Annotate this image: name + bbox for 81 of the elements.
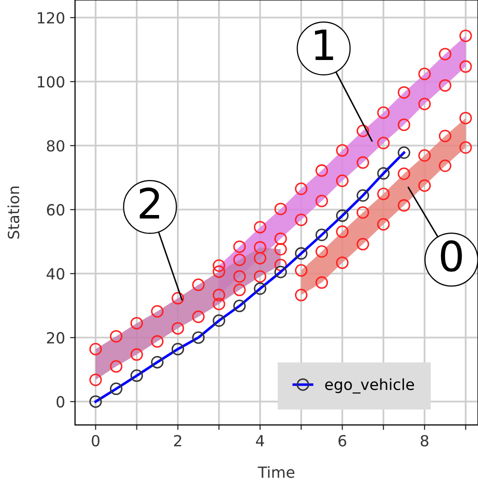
point: [254, 241, 266, 254]
point: [233, 254, 246, 266]
point: [294, 182, 308, 196]
point: [212, 265, 226, 278]
y-tick-label: 40: [46, 268, 64, 280]
point: [233, 284, 246, 296]
point: [316, 164, 328, 177]
point: [398, 118, 410, 132]
point: [274, 232, 287, 245]
point: [130, 348, 143, 361]
point: [336, 256, 349, 269]
point: [418, 179, 431, 192]
x-tick-label: 4: [256, 435, 264, 446]
point: [356, 206, 370, 219]
point: [398, 168, 410, 180]
x-tick-label: 2: [174, 434, 182, 446]
point: [89, 374, 102, 386]
x-tick-label: 8: [420, 434, 428, 446]
point: [172, 292, 184, 304]
x-axis-title: Time: [258, 466, 294, 478]
point: [398, 86, 410, 99]
point: [110, 360, 122, 373]
point: [151, 335, 164, 348]
y-axis-title: Station: [7, 186, 20, 239]
point: [336, 144, 349, 157]
point: [356, 156, 370, 169]
point: [110, 330, 122, 343]
point: [377, 136, 390, 150]
annotation: 2: [140, 188, 160, 218]
point: [418, 149, 431, 162]
legend-label: ego_vehicle: [325, 378, 414, 394]
point: [233, 240, 246, 253]
point: [459, 112, 472, 124]
point: [212, 298, 226, 310]
point: [418, 68, 431, 80]
point: [438, 130, 452, 142]
point: [459, 60, 472, 73]
annotation: 0: [440, 240, 462, 272]
y-tick-label: 0: [56, 396, 64, 408]
point: [233, 270, 246, 283]
point: [336, 225, 349, 238]
point: [130, 316, 143, 330]
y-tick-label: 120: [38, 12, 64, 24]
point: [274, 243, 287, 256]
point: [438, 79, 452, 92]
point: [459, 30, 472, 42]
point: [254, 270, 266, 283]
point: [377, 188, 390, 200]
y-tick-label: 60: [46, 204, 64, 216]
y-tick-label: 20: [47, 332, 64, 344]
point: [459, 141, 472, 154]
x-tick-label: 0: [92, 434, 100, 446]
point: [294, 264, 308, 277]
annotation: 1: [314, 30, 334, 60]
point: [356, 124, 370, 138]
point: [418, 98, 431, 110]
point: [377, 106, 390, 119]
point: [316, 194, 328, 208]
point: [89, 342, 102, 356]
point: [398, 199, 410, 212]
point: [316, 245, 328, 258]
point: [377, 218, 390, 231]
y-tick-label: 100: [38, 76, 64, 88]
point: [172, 322, 184, 335]
x-tick-label: 6: [338, 434, 346, 446]
point: [192, 278, 205, 292]
point: [192, 310, 205, 324]
point: [336, 174, 349, 188]
point: [212, 288, 226, 302]
point: [294, 214, 308, 226]
y-tick-label: 80: [46, 140, 64, 152]
point: [438, 48, 452, 60]
point: [356, 238, 370, 250]
point: [294, 288, 308, 302]
point: [438, 160, 452, 172]
point: [316, 276, 328, 289]
point: [274, 202, 287, 216]
point: [254, 252, 266, 264]
point: [151, 305, 164, 318]
point: [212, 259, 226, 272]
point: [254, 220, 266, 234]
